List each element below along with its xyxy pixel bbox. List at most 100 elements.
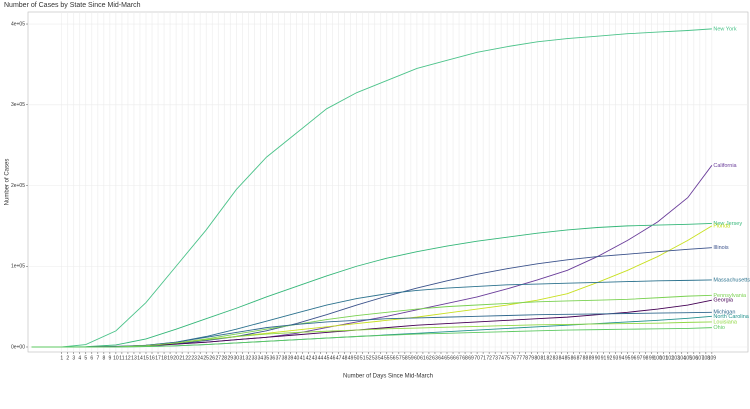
x-tick-label: 77 xyxy=(516,355,522,361)
x-tick-label: 49 xyxy=(348,355,354,361)
series-label: Florida xyxy=(713,223,731,229)
x-tick-label: 76 xyxy=(510,355,516,361)
x-tick-label: 71 xyxy=(480,355,486,361)
x-tick-label: 8 xyxy=(102,355,105,361)
x-tick-label: 48 xyxy=(342,355,348,361)
x-tick-label: 106 xyxy=(690,355,699,361)
x-tick-label: 57 xyxy=(396,355,402,361)
series-label: California xyxy=(713,163,737,169)
x-tick-label: 38 xyxy=(282,355,288,361)
x-tick-label: 60 xyxy=(414,355,420,361)
x-tick-label: 20 xyxy=(173,355,179,361)
x-tick-label: 21 xyxy=(179,355,185,361)
x-tick-label: 52 xyxy=(366,355,372,361)
x-tick-label: 18 xyxy=(161,355,167,361)
x-tick-label: 16 xyxy=(149,355,155,361)
x-tick-label: 91 xyxy=(601,355,607,361)
x-tick-label: 36 xyxy=(270,355,276,361)
x-tick-label: 105 xyxy=(684,355,693,361)
x-tick-label: 74 xyxy=(498,355,504,361)
x-tick-label: 93 xyxy=(613,355,619,361)
x-tick-label: 19 xyxy=(167,355,173,361)
x-tick-label: 100 xyxy=(654,355,663,361)
x-tick-label: 51 xyxy=(360,355,366,361)
x-tick-label: 94 xyxy=(619,355,625,361)
x-tick-label: 47 xyxy=(336,355,342,361)
x-tick-label: 13 xyxy=(131,355,137,361)
series-line xyxy=(31,223,712,348)
x-tick-label: 67 xyxy=(456,355,462,361)
x-tick-label: 72 xyxy=(486,355,492,361)
y-tick-label: 4e+05 xyxy=(11,21,25,27)
x-tick-label: 88 xyxy=(583,355,589,361)
x-tick-label: 9 xyxy=(108,355,111,361)
x-tick-label: 58 xyxy=(402,355,408,361)
series-label: New Jersey xyxy=(713,221,742,227)
x-tick-label: 6 xyxy=(90,355,93,361)
x-tick-label: 68 xyxy=(462,355,468,361)
x-tick-label: 96 xyxy=(631,355,637,361)
x-tick-label: 2 xyxy=(66,355,69,361)
chart-title: Number of Cases by State Since Mid-March xyxy=(4,2,141,9)
x-tick-label: 32 xyxy=(246,355,252,361)
x-tick-label: 27 xyxy=(215,355,221,361)
x-tick-label: 12 xyxy=(125,355,131,361)
x-tick-label: 55 xyxy=(384,355,390,361)
x-tick-label: 41 xyxy=(300,355,306,361)
x-tick-label: 25 xyxy=(203,355,209,361)
x-tick-label: 37 xyxy=(276,355,282,361)
x-tick-label: 56 xyxy=(390,355,396,361)
x-tick-label: 89 xyxy=(589,355,595,361)
plot-panel xyxy=(27,11,749,353)
x-tick-label: 90 xyxy=(595,355,601,361)
x-tick-label: 29 xyxy=(227,355,233,361)
x-tick-label: 44 xyxy=(318,355,324,361)
y-tick-label: 0e+00 xyxy=(11,344,25,350)
x-tick-label: 17 xyxy=(155,355,161,361)
x-tick-label: 87 xyxy=(577,355,583,361)
x-tick-label: 95 xyxy=(625,355,631,361)
series-label: Ohio xyxy=(713,325,725,331)
series-label: Georgia xyxy=(713,298,734,304)
x-tick-label: 73 xyxy=(492,355,498,361)
series-label: Michigan xyxy=(713,310,735,316)
x-tick-label: 69 xyxy=(468,355,474,361)
x-tick-label: 102 xyxy=(666,355,675,361)
x-tick-label: 30 xyxy=(234,355,240,361)
x-tick-label: 40 xyxy=(294,355,300,361)
x-tick-label: 1 xyxy=(60,355,63,361)
x-tick-label: 103 xyxy=(672,355,681,361)
series-line xyxy=(31,321,712,348)
x-tick-label: 82 xyxy=(547,355,553,361)
series-label: Illinois xyxy=(713,245,729,251)
series-label: Pennsylvania xyxy=(713,293,747,299)
x-tick-label: 104 xyxy=(678,355,687,361)
x-tick-label: 75 xyxy=(504,355,510,361)
series-label: Massachusetts xyxy=(713,277,750,283)
x-tick-label: 4 xyxy=(78,355,81,361)
x-tick-label: 99 xyxy=(649,355,655,361)
x-tick-label: 28 xyxy=(221,355,227,361)
series-line xyxy=(31,28,712,348)
series-label: North Carolina xyxy=(713,314,749,320)
x-tick-label: 83 xyxy=(553,355,559,361)
x-tick-label: 22 xyxy=(185,355,191,361)
y-axis-title: Number of Cases xyxy=(5,159,11,206)
x-tick-label: 101 xyxy=(660,355,669,361)
x-tick-label: 23 xyxy=(191,355,197,361)
x-tick-label: 42 xyxy=(306,355,312,361)
x-tick-label: 66 xyxy=(450,355,456,361)
x-tick-label: 46 xyxy=(330,355,336,361)
y-tick-label: 1e+05 xyxy=(11,264,25,270)
x-tick-label: 70 xyxy=(474,355,480,361)
x-tick-label: 31 xyxy=(240,355,246,361)
x-tick-label: 97 xyxy=(637,355,643,361)
x-tick-label: 10 xyxy=(113,355,119,361)
x-tick-label: 11 xyxy=(119,355,124,361)
x-tick-label: 50 xyxy=(354,355,360,361)
x-tick-label: 65 xyxy=(444,355,450,361)
x-tick-label: 14 xyxy=(137,355,143,361)
x-tick-label: 24 xyxy=(197,355,203,361)
x-tick-label: 92 xyxy=(607,355,613,361)
